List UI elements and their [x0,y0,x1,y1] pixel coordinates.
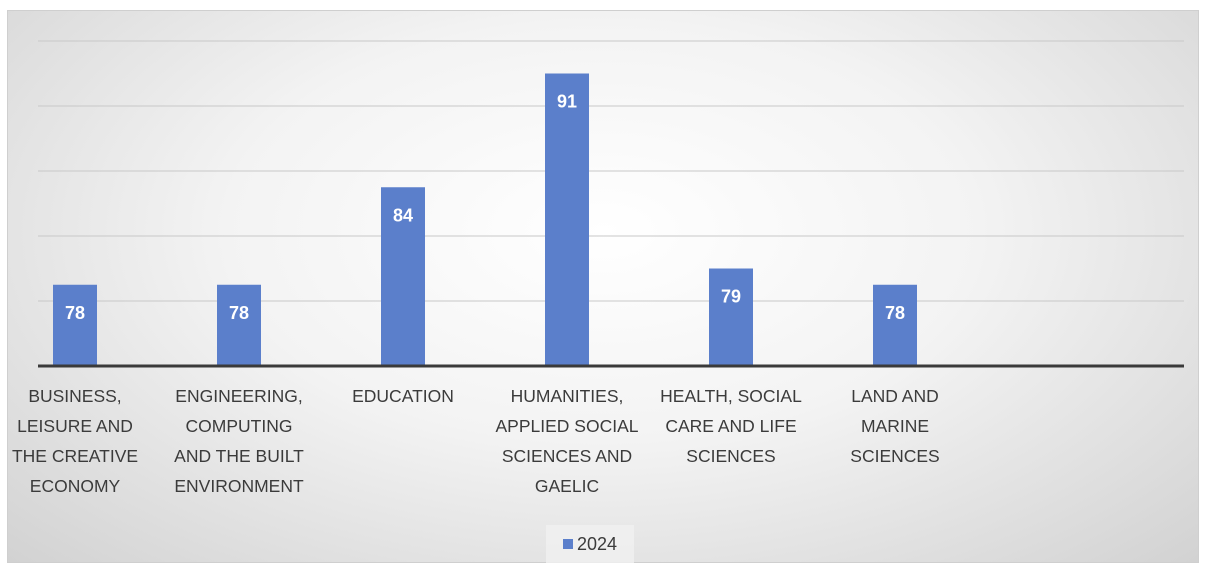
chart-area: 78 78 84 91 79 78 BUSINESS, LEISURE AND THE CRE… [7,10,1199,563]
data-label: 78 [885,303,905,323]
bar [709,268,753,366]
category-label-line: ENGINEERING, [175,386,302,406]
category-label-line: CARE AND LIFE [665,416,796,436]
data-labels: 78 78 84 91 79 78 [65,92,905,323]
category-label-line: EDUCATION [352,386,454,406]
category-label: HEALTH, SOCIAL CARE AND LIFE SCIENCES [660,386,802,466]
legend: 2024 [546,525,634,563]
category-label-line: ECONOMY [30,476,121,496]
category-label-line: SCIENCES [850,446,939,466]
category-label-line: MARINE [861,416,929,436]
data-label: 78 [229,303,249,323]
category-label-line: LAND AND [851,386,939,406]
bar [873,284,917,366]
data-label: 91 [557,92,577,112]
category-label: HUMANITIES, APPLIED SOCIAL SCIENCES AND GAE… [496,386,639,496]
category-label-line: SCIENCES [686,446,775,466]
category-label-line: COMPUTING [186,416,293,436]
category-label-line: APPLIED SOCIAL [496,416,639,436]
category-label-line: AND THE BUILT [174,446,304,466]
bars [53,73,917,366]
category-label: LAND AND MARINE SCIENCES [850,386,939,466]
category-label-line: GAELIC [535,476,599,496]
category-label-line: SCIENCES AND [502,446,632,466]
category-label-line: HEALTH, SOCIAL [660,386,802,406]
category-labels: BUSINESS, LEISURE AND THE CREATIVE ECONOMY E… [12,386,940,496]
data-label: 79 [721,287,741,307]
bar [381,187,425,366]
bar [545,73,589,366]
legend-swatch [562,539,573,549]
bar [53,284,97,366]
category-label: EDUCATION [352,386,454,406]
category-label-line: ENVIRONMENT [174,476,304,496]
category-label-line: LEISURE AND [17,416,133,436]
category-label: ENGINEERING, COMPUTING AND THE BUILT ENVIRO… [174,386,304,496]
category-label-line: THE CREATIVE [12,446,138,466]
gridlines [38,40,1184,302]
category-label: BUSINESS, LEISURE AND THE CREATIVE ECONOMY [12,386,138,496]
category-label-line: HUMANITIES, [511,386,624,406]
data-label: 78 [65,303,85,323]
category-label-line: BUSINESS, [28,386,121,406]
bar-chart: 78 78 84 91 79 78 BUSINESS, LEISURE AND THE CRE… [12,40,1184,496]
bar [217,284,261,366]
legend-label: 2024 [576,533,618,554]
data-label: 84 [393,205,413,225]
